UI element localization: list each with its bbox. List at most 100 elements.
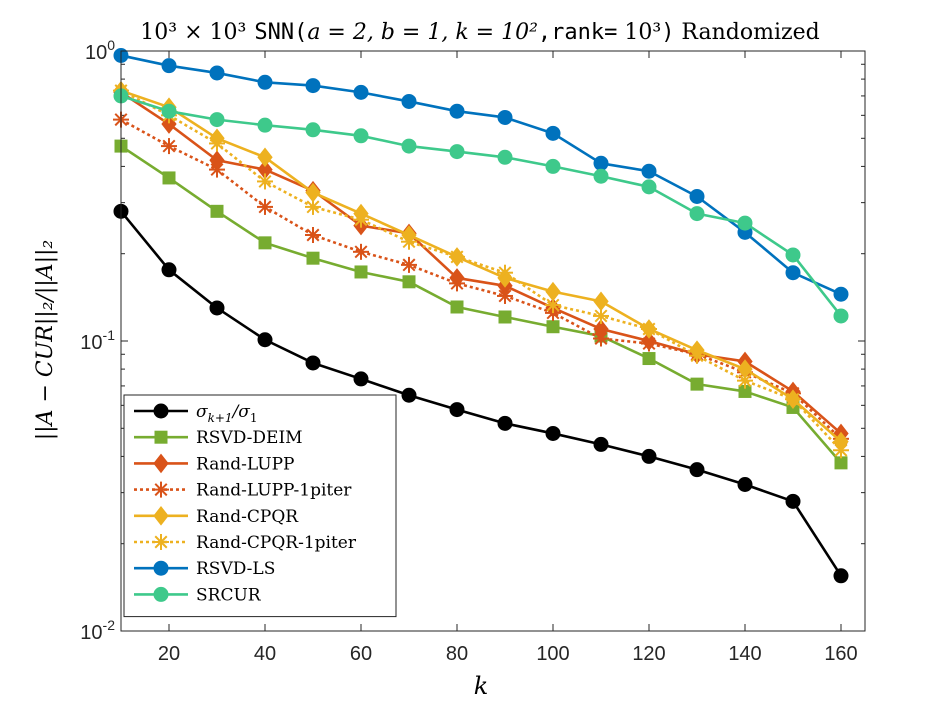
series-line <box>120 118 842 440</box>
data-point <box>449 248 465 265</box>
data-point-stroke <box>450 250 464 264</box>
data-point-stroke <box>258 200 272 214</box>
data-point <box>305 122 321 138</box>
x-tick-label: 120 <box>632 643 665 665</box>
data-point-stroke <box>786 392 800 406</box>
y-axis-label: ||A − CUR||₂/||A||₂ <box>33 240 58 440</box>
data-point <box>641 335 657 352</box>
data-point-stroke <box>210 163 224 177</box>
data-point <box>161 103 177 119</box>
series-line <box>120 89 842 443</box>
legend-item: Rand-LUPP <box>134 453 294 474</box>
data-point <box>354 265 368 279</box>
data-point <box>153 403 169 419</box>
data-point <box>153 453 169 474</box>
data-point <box>498 310 512 324</box>
data-point <box>689 206 705 222</box>
data-point <box>162 171 176 185</box>
data-point-stroke <box>594 309 608 323</box>
series-line <box>119 210 843 577</box>
data-point <box>785 493 801 509</box>
y-tick-label: 10-1 <box>80 327 115 354</box>
axes-box <box>120 50 866 632</box>
data-point <box>641 163 657 179</box>
data-point <box>258 236 272 250</box>
data-point <box>833 442 849 459</box>
legend-item: RSVD-LS <box>134 559 275 579</box>
data-point <box>785 391 801 408</box>
legend-label: RSVD-DEIM <box>196 428 303 448</box>
data-point <box>401 138 417 154</box>
data-point-stroke <box>642 322 656 336</box>
data-point <box>593 436 609 452</box>
data-point <box>545 158 561 174</box>
data-point <box>209 135 225 152</box>
title-mono-2: ,rank= <box>538 20 617 45</box>
data-point-stroke <box>354 245 368 259</box>
data-point <box>153 534 169 550</box>
data-point-stroke <box>498 289 512 303</box>
data-point <box>401 256 417 273</box>
data-point-stroke <box>210 136 224 150</box>
data-point <box>450 300 464 314</box>
data-point <box>353 128 369 144</box>
data-point <box>257 173 273 190</box>
data-point <box>154 430 168 444</box>
x-tick-label: 80 <box>446 643 468 665</box>
legend-label: Rand-LUPP-1piter <box>196 481 352 501</box>
data-point <box>593 307 609 324</box>
legend-item: Rand-LUPP-1piter <box>134 481 352 501</box>
data-point <box>737 372 753 389</box>
tick-labels: 20 40 60 80 100 120 140 160 100 10-1 10-2 <box>80 37 857 665</box>
axes-frame <box>120 50 866 632</box>
data-point <box>209 161 225 178</box>
data-point-stroke <box>306 228 320 242</box>
legend-label: Rand-LUPP <box>196 454 294 474</box>
series-line <box>120 91 842 435</box>
data-point <box>449 103 465 119</box>
data-point <box>161 138 177 155</box>
data-point <box>353 84 369 100</box>
data-point <box>545 125 561 141</box>
data-point <box>545 297 561 314</box>
title-prefix: 10³ × 10³ <box>140 20 246 45</box>
data-point-stroke <box>306 200 320 214</box>
axis-ticks <box>121 51 865 632</box>
x-tick-label: 60 <box>350 643 372 665</box>
series-line <box>120 94 843 317</box>
data-point <box>305 78 321 94</box>
x-tick-label: 40 <box>254 643 276 665</box>
data-point-stroke <box>546 298 560 312</box>
data-point <box>161 262 177 278</box>
data-point-stroke <box>594 332 608 345</box>
data-point-stroke <box>402 258 416 272</box>
data-point-stroke <box>154 483 168 497</box>
data-point <box>353 211 369 228</box>
data-point <box>401 387 417 403</box>
data-point <box>153 481 169 498</box>
data-point <box>593 155 609 171</box>
data-point <box>545 425 561 441</box>
data-point <box>401 93 417 109</box>
data-point <box>689 462 705 478</box>
data-point-stroke <box>690 349 704 363</box>
data-point <box>210 204 224 218</box>
data-point <box>153 560 169 576</box>
title-mono-1: SNN( <box>254 20 307 45</box>
data-point <box>257 332 273 348</box>
data-point <box>161 58 177 74</box>
data-point <box>497 149 513 165</box>
data-point <box>306 251 320 265</box>
legend-box <box>123 394 397 618</box>
series-srcur <box>113 88 849 324</box>
x-axis-label: k <box>474 672 489 700</box>
x-tick-label: 160 <box>824 643 857 665</box>
data-point <box>353 371 369 387</box>
data-point <box>153 505 169 526</box>
data-point <box>689 347 705 364</box>
data-point <box>257 147 273 168</box>
y-tick-label: 10-2 <box>80 617 115 644</box>
legend-label: SRCUR <box>196 585 262 605</box>
data-point <box>305 198 321 215</box>
